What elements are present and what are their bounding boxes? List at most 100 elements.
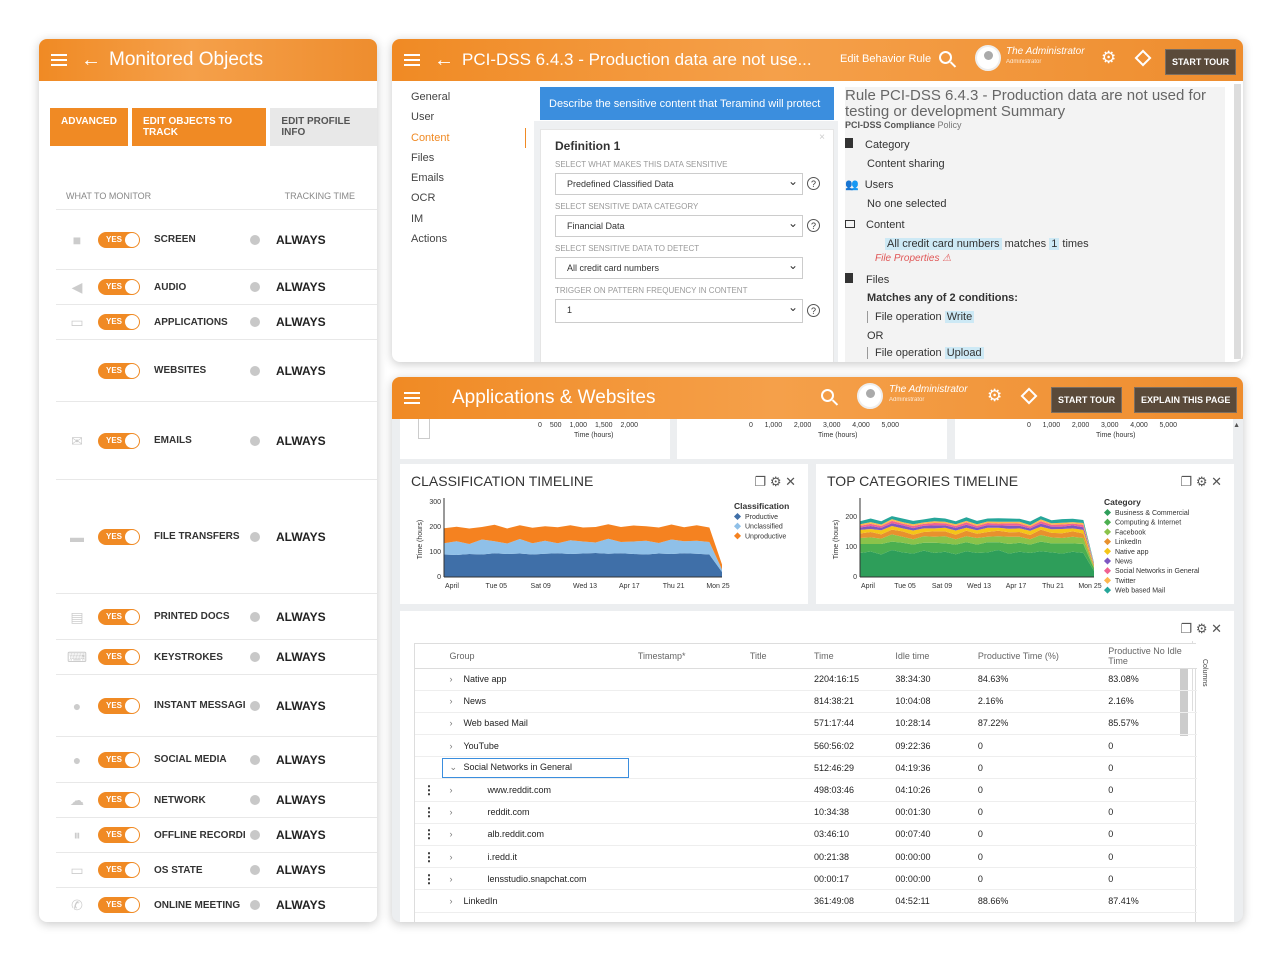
menu-icon[interactable] <box>404 54 420 66</box>
help-icon[interactable] <box>250 865 260 875</box>
help-icon[interactable]: ? <box>807 177 820 190</box>
help-icon[interactable] <box>250 282 260 292</box>
group-cell[interactable]: › alb.reddit.com <box>441 823 630 847</box>
field-select[interactable]: Predefined Classified Data <box>555 173 803 195</box>
group-cell[interactable]: ⌄ Social Networks in General <box>441 756 630 780</box>
copy-icon[interactable]: ❐ <box>1180 621 1193 636</box>
group-cell[interactable]: › Web based Mail <box>441 712 630 736</box>
field-select[interactable]: Financial Data <box>555 215 803 237</box>
search-icon[interactable] <box>939 51 952 64</box>
table-row[interactable]: ⋮ › alb.reddit.com 03:46:10 00:07:40 0 0 <box>415 823 1197 847</box>
gear-icon[interactable]: ⚙ <box>769 474 782 489</box>
row-drag-handle[interactable]: ⋮ <box>415 801 442 824</box>
help-icon[interactable]: ? <box>807 304 820 317</box>
tracking-time[interactable]: ALWAYS <box>276 315 326 329</box>
search-icon[interactable] <box>821 389 834 402</box>
back-arrow-icon[interactable]: ← <box>81 48 101 71</box>
help-icon[interactable] <box>250 531 260 542</box>
edit-behavior-rule-link[interactable]: Edit Behavior Rule <box>840 53 932 65</box>
grid-header[interactable]: Group <box>441 644 630 669</box>
tracking-time[interactable]: ALWAYS <box>276 752 326 767</box>
grid-header[interactable]: Title <box>741 644 806 669</box>
start-tour-button[interactable]: START TOUR <box>1051 387 1123 413</box>
close-icon[interactable]: × <box>819 132 825 143</box>
row-drag-handle[interactable]: ⋮ <box>415 778 442 802</box>
group-cell[interactable]: › reddit.com <box>441 801 630 824</box>
monitor-toggle[interactable]: YES <box>98 432 140 449</box>
expand-icon[interactable]: › <box>449 674 453 685</box>
rule-scrollbar[interactable] <box>1234 84 1241 359</box>
gear-icon[interactable]: ⚙ <box>1195 474 1208 489</box>
avatar[interactable] <box>975 45 1001 71</box>
monitor-toggle[interactable]: YES <box>98 362 140 379</box>
group-cell[interactable]: › News <box>441 690 630 713</box>
edit-objects-button[interactable]: EDIT OBJECTS TO TRACK <box>131 108 267 146</box>
monitor-toggle[interactable]: YES <box>98 314 140 330</box>
advanced-button[interactable]: ADVANCED <box>50 108 128 146</box>
expand-icon[interactable]: › <box>449 829 453 840</box>
expand-icon[interactable]: › <box>449 740 453 751</box>
admin-name[interactable]: The Administrator Administrator <box>1006 46 1085 65</box>
back-arrow-icon[interactable]: ← <box>434 48 454 71</box>
field-select[interactable]: All credit card numbers <box>555 257 803 279</box>
explain-page-button[interactable]: EXPLAIN THIS PAGE <box>1134 387 1238 413</box>
menu-icon[interactable] <box>51 54 67 66</box>
tracking-time[interactable]: ALWAYS <box>276 863 326 877</box>
group-cell[interactable]: › i.redd.it <box>441 845 630 869</box>
group-cell[interactable]: › lensstudio.snapchat.com <box>441 867 630 891</box>
nav-item[interactable]: General <box>411 91 451 103</box>
row-drag-handle[interactable] <box>415 734 442 758</box>
monitor-toggle[interactable]: YES <box>98 279 140 295</box>
help-icon[interactable] <box>250 365 260 376</box>
monitor-toggle[interactable]: YES <box>98 897 140 913</box>
row-drag-handle[interactable]: ⋮ <box>415 845 442 869</box>
nav-item[interactable]: IM <box>411 212 424 225</box>
avatar[interactable] <box>857 383 883 409</box>
table-row[interactable]: ⋮ › www.reddit.com 498:03:46 04:10:26 0 0 <box>415 778 1197 802</box>
copy-icon[interactable]: ❐ <box>1180 474 1193 489</box>
expand-icon[interactable]: › <box>449 807 453 818</box>
group-cell[interactable]: › www.reddit.com <box>441 778 630 802</box>
tracking-time[interactable]: ALWAYS <box>276 898 326 912</box>
admin-name[interactable]: The Administrator Administrator <box>889 384 968 403</box>
gear-icon[interactable]: ⚙ <box>987 386 1003 405</box>
close-icon[interactable]: ✕ <box>1211 474 1222 489</box>
diamond-icon[interactable] <box>1020 387 1038 405</box>
start-tour-button[interactable]: START TOUR <box>1165 49 1237 75</box>
row-drag-handle[interactable] <box>415 712 442 736</box>
menu-icon[interactable] <box>404 392 420 404</box>
table-row[interactable]: › News 814:38:21 10:04:08 2.16% 2.16% <box>415 690 1197 713</box>
group-cell[interactable]: › Native app <box>441 668 630 691</box>
nav-item[interactable]: OCR <box>411 192 436 205</box>
expand-icon[interactable]: › <box>449 851 453 862</box>
row-drag-handle[interactable] <box>415 756 442 780</box>
nav-item[interactable]: Emails <box>411 172 445 185</box>
nav-item[interactable]: Actions <box>411 233 448 246</box>
close-icon[interactable]: ✕ <box>785 474 796 489</box>
table-row[interactable]: › Native app 2204:16:15 38:34:30 84.63% 8… <box>415 668 1197 691</box>
help-icon[interactable] <box>250 700 260 711</box>
table-row[interactable]: ⋮ › lensstudio.snapchat.com 00:00:17 00:0… <box>415 867 1197 891</box>
monitor-toggle[interactable]: YES <box>98 827 140 843</box>
gear-icon[interactable]: ⚙ <box>1101 48 1117 67</box>
help-icon[interactable] <box>250 435 260 446</box>
row-drag-handle[interactable]: ⋮ <box>415 823 442 847</box>
help-icon[interactable] <box>250 795 260 805</box>
edit-profile-button[interactable]: EDIT PROFILE INFO <box>270 108 377 146</box>
row-drag-handle[interactable] <box>415 690 442 713</box>
tracking-time[interactable]: ALWAYS <box>276 698 326 713</box>
expand-icon[interactable]: › <box>449 895 453 906</box>
group-cell[interactable]: › LinkedIn <box>441 889 630 913</box>
tracking-time[interactable]: ALWAYS <box>276 793 326 807</box>
expand-icon[interactable]: › <box>449 873 453 884</box>
expand-icon[interactable]: › <box>449 718 453 729</box>
table-row[interactable]: › Web based Mail 571:17:44 10:28:14 87.22… <box>415 712 1197 736</box>
monitor-toggle[interactable]: YES <box>98 862 140 878</box>
table-row[interactable]: ⌄ Social Networks in General 512:46:29 04… <box>415 756 1197 780</box>
table-row[interactable]: ⋮ › reddit.com 10:34:38 00:01:30 0 0 <box>415 801 1197 824</box>
tracking-time[interactable]: ALWAYS <box>276 433 326 448</box>
table-row[interactable]: › LinkedIn 361:49:08 04:52:11 88.66% 87.4… <box>415 889 1197 913</box>
group-cell[interactable]: › YouTube <box>441 734 630 758</box>
help-icon[interactable] <box>250 652 260 662</box>
file-properties-warning[interactable]: File Properties ⚠ <box>875 253 952 264</box>
